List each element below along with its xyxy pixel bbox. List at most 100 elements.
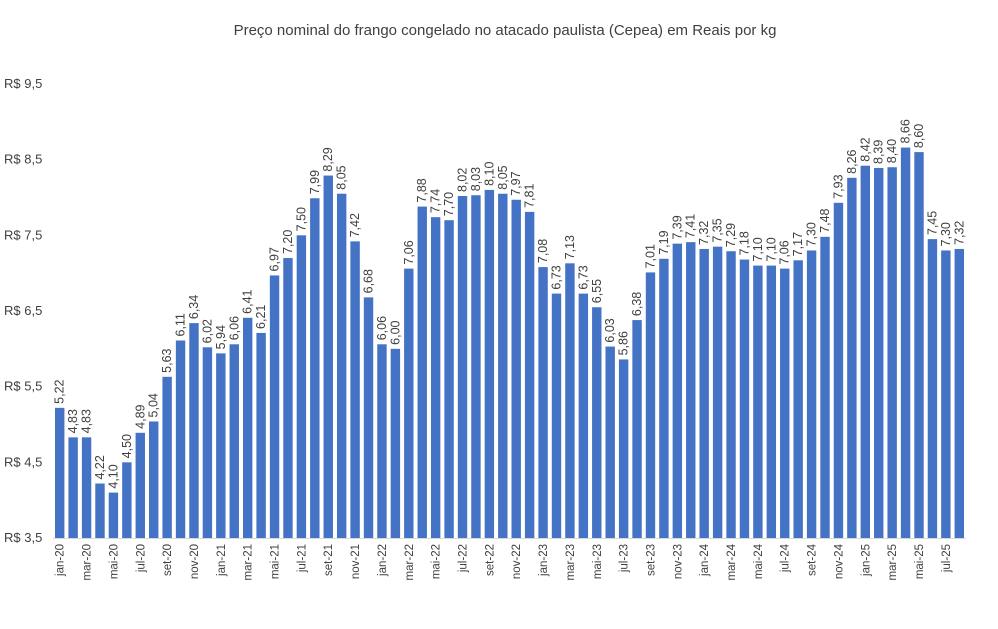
bar-fev-21 — [229, 344, 239, 538]
bar-nov-20 — [189, 323, 199, 538]
data-label-jul-25: 7,30 — [939, 222, 953, 246]
y-tick-label: R$ 9,5 — [4, 76, 42, 91]
bar-mai-22 — [430, 217, 441, 539]
data-label-fev-25: 8,39 — [872, 140, 886, 164]
data-label-dez-21: 6,68 — [362, 269, 376, 293]
data-label-jan-21: 5,94 — [214, 325, 228, 349]
data-label-mar-24: 7,29 — [724, 223, 738, 247]
bar-jul-20 — [135, 432, 145, 538]
bar-ago-20 — [149, 421, 159, 538]
data-label-abr-25: 8,66 — [899, 119, 913, 143]
bar-jan-22 — [377, 344, 387, 538]
bar-jun-20 — [122, 462, 132, 538]
bar-mai-21 — [269, 275, 280, 538]
bar-jul-22 — [457, 195, 468, 539]
data-label-jan-20: 5,22 — [53, 379, 67, 403]
data-label-jun-24: 7,10 — [764, 237, 778, 261]
bar-jan-21 — [216, 353, 226, 538]
x-tick-label: set-21 — [323, 544, 335, 576]
chart-title: Preço nominal do frango congelado no ata… — [234, 22, 777, 39]
x-axis: jan-20 mar-20 mai-20 jul-20 set-20 nov-20 jan-… — [55, 543, 953, 580]
bar-fev-22 — [390, 348, 401, 538]
x-tick-label: set-24 — [807, 543, 819, 576]
bar-jan-23 — [538, 267, 548, 538]
bar-dez-21 — [363, 297, 374, 538]
y-tick-label: R$ 7,5 — [4, 227, 42, 242]
x-tick-label: set-20 — [162, 544, 174, 576]
data-label-fev-22: 6,00 — [388, 320, 402, 344]
data-label-dez-23: 7,41 — [684, 214, 698, 238]
data-label-mai-21: 6,97 — [268, 247, 282, 271]
data-label-mai-23: 6,55 — [590, 279, 604, 303]
bar-mar-23 — [565, 263, 575, 538]
bar-fev-23 — [551, 293, 562, 538]
x-tick-label: nov-22 — [511, 544, 523, 579]
bar-fev-24 — [712, 246, 723, 538]
bar-jul-23 — [618, 359, 629, 538]
x-tick-label: jul-21 — [296, 544, 308, 573]
data-label-ago-20: 5,04 — [147, 393, 161, 417]
data-label-jul-21: 7,50 — [294, 207, 308, 231]
data-label-mai-22: 7,74 — [429, 189, 443, 213]
data-label-ago-23: 6,38 — [630, 292, 644, 316]
data-label-nov-23: 7,39 — [670, 215, 684, 239]
bar-mar-21 — [242, 317, 253, 538]
x-tick-label: jan-22 — [377, 544, 389, 577]
x-tick-label: jul-20 — [135, 544, 147, 573]
data-label-fev-23: 6,73 — [549, 265, 563, 289]
data-label-jul-20: 4,89 — [133, 404, 147, 428]
bar-mai-20 — [108, 492, 119, 538]
data-label-mai-24: 7,10 — [751, 237, 765, 261]
data-label-mar-22: 7,06 — [402, 240, 416, 264]
bar-ago-24 — [793, 260, 803, 538]
data-label-mai-25: 8,60 — [912, 124, 926, 148]
x-tick-label: jul-22 — [458, 544, 470, 573]
bar-mar-20 — [81, 437, 92, 538]
bar-dez-23 — [686, 242, 696, 538]
x-tick-label: jan-21 — [216, 544, 228, 577]
data-label-out-24: 7,48 — [818, 208, 832, 232]
data-label-nov-22: 7,97 — [509, 171, 523, 195]
data-label-mar-20: 4,83 — [80, 409, 94, 433]
x-tick-label: nov-21 — [350, 544, 362, 579]
x-tick-label: nov-24 — [833, 543, 845, 579]
data-label-abr-24: 7,18 — [737, 231, 751, 255]
x-tick-label: mar-24 — [726, 543, 738, 580]
data-label-mar-23: 7,13 — [563, 235, 577, 259]
data-label-jul-23: 5,86 — [617, 331, 631, 355]
bar-jun-23 — [605, 346, 615, 538]
bar-out-21 — [336, 193, 347, 538]
data-label-jun-20: 4,50 — [120, 434, 134, 458]
bar-ago-23 — [632, 320, 642, 538]
bar-dez-20 — [202, 347, 213, 538]
bar-mar-22 — [404, 268, 414, 538]
data-label-abr-23: 6,73 — [576, 265, 590, 289]
bar-mai-23 — [592, 307, 602, 538]
y-tick-label: R$ 6,5 — [4, 303, 42, 318]
bar-fev-25 — [874, 167, 884, 539]
bar-mai-24 — [753, 265, 763, 538]
bar-set-24 — [806, 250, 817, 538]
x-tick-label: mai-21 — [270, 544, 282, 579]
data-label-jul-22: 8,02 — [456, 168, 470, 192]
data-label-set-21: 8,29 — [321, 147, 335, 171]
data-label-abr-21: 6,21 — [254, 305, 268, 329]
x-tick-label: jul-25 — [941, 544, 953, 573]
bar-out-24 — [820, 236, 830, 538]
x-tick-label: nov-20 — [189, 544, 201, 579]
bar-abr-22 — [417, 206, 427, 538]
bar-dez-24 — [847, 177, 857, 538]
y-tick-label: R$ 5,5 — [4, 379, 42, 394]
data-label-jun-21: 7,20 — [281, 230, 295, 254]
bar-set-22 — [484, 189, 495, 538]
data-label-out-22: 8,05 — [496, 165, 510, 189]
x-tick-label: jan-20 — [55, 544, 67, 577]
data-label-nov-20: 6,34 — [187, 295, 201, 319]
y-axis: R$ 3,5 R$ 4,5 R$ 5,5 R$ 6,5 R$ 7,5 R$ 8,5 R$ 9… — [4, 76, 42, 545]
bar-jan-24 — [699, 248, 709, 538]
y-tick-label: R$ 8,5 — [4, 152, 42, 167]
data-label-dez-24: 8,26 — [845, 149, 859, 173]
data-label-mai-20: 4,10 — [106, 464, 120, 488]
data-label-set-23: 7,01 — [643, 244, 657, 268]
